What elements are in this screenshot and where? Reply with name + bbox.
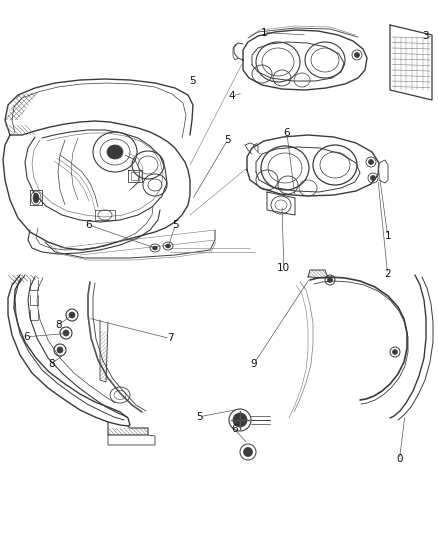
Ellipse shape — [244, 448, 252, 456]
Text: 6: 6 — [23, 332, 30, 342]
Ellipse shape — [354, 52, 360, 58]
Ellipse shape — [371, 175, 375, 181]
Text: 1: 1 — [384, 231, 391, 240]
Text: 8: 8 — [55, 320, 62, 330]
Text: 6: 6 — [231, 424, 238, 434]
Text: 2: 2 — [384, 269, 391, 279]
Text: 5: 5 — [189, 76, 196, 86]
Text: 5: 5 — [172, 220, 179, 230]
Ellipse shape — [328, 278, 332, 282]
Ellipse shape — [152, 246, 158, 250]
Text: 5: 5 — [224, 135, 231, 144]
Ellipse shape — [107, 145, 123, 159]
Text: 9: 9 — [251, 359, 258, 368]
Text: 3: 3 — [422, 31, 429, 41]
Ellipse shape — [166, 244, 170, 248]
Text: 4: 4 — [229, 91, 236, 101]
Ellipse shape — [69, 312, 75, 318]
Ellipse shape — [57, 347, 63, 353]
Text: 1: 1 — [260, 28, 267, 37]
Ellipse shape — [368, 159, 374, 165]
Ellipse shape — [63, 330, 69, 336]
Text: 6: 6 — [283, 128, 290, 138]
Text: 10: 10 — [277, 263, 290, 272]
Ellipse shape — [233, 413, 247, 427]
Ellipse shape — [392, 350, 398, 354]
Text: 6: 6 — [85, 220, 92, 230]
Text: 0: 0 — [396, 455, 403, 464]
Text: 5: 5 — [196, 412, 203, 422]
Ellipse shape — [33, 193, 39, 203]
Text: 7: 7 — [166, 334, 173, 343]
Text: 8: 8 — [48, 359, 55, 368]
